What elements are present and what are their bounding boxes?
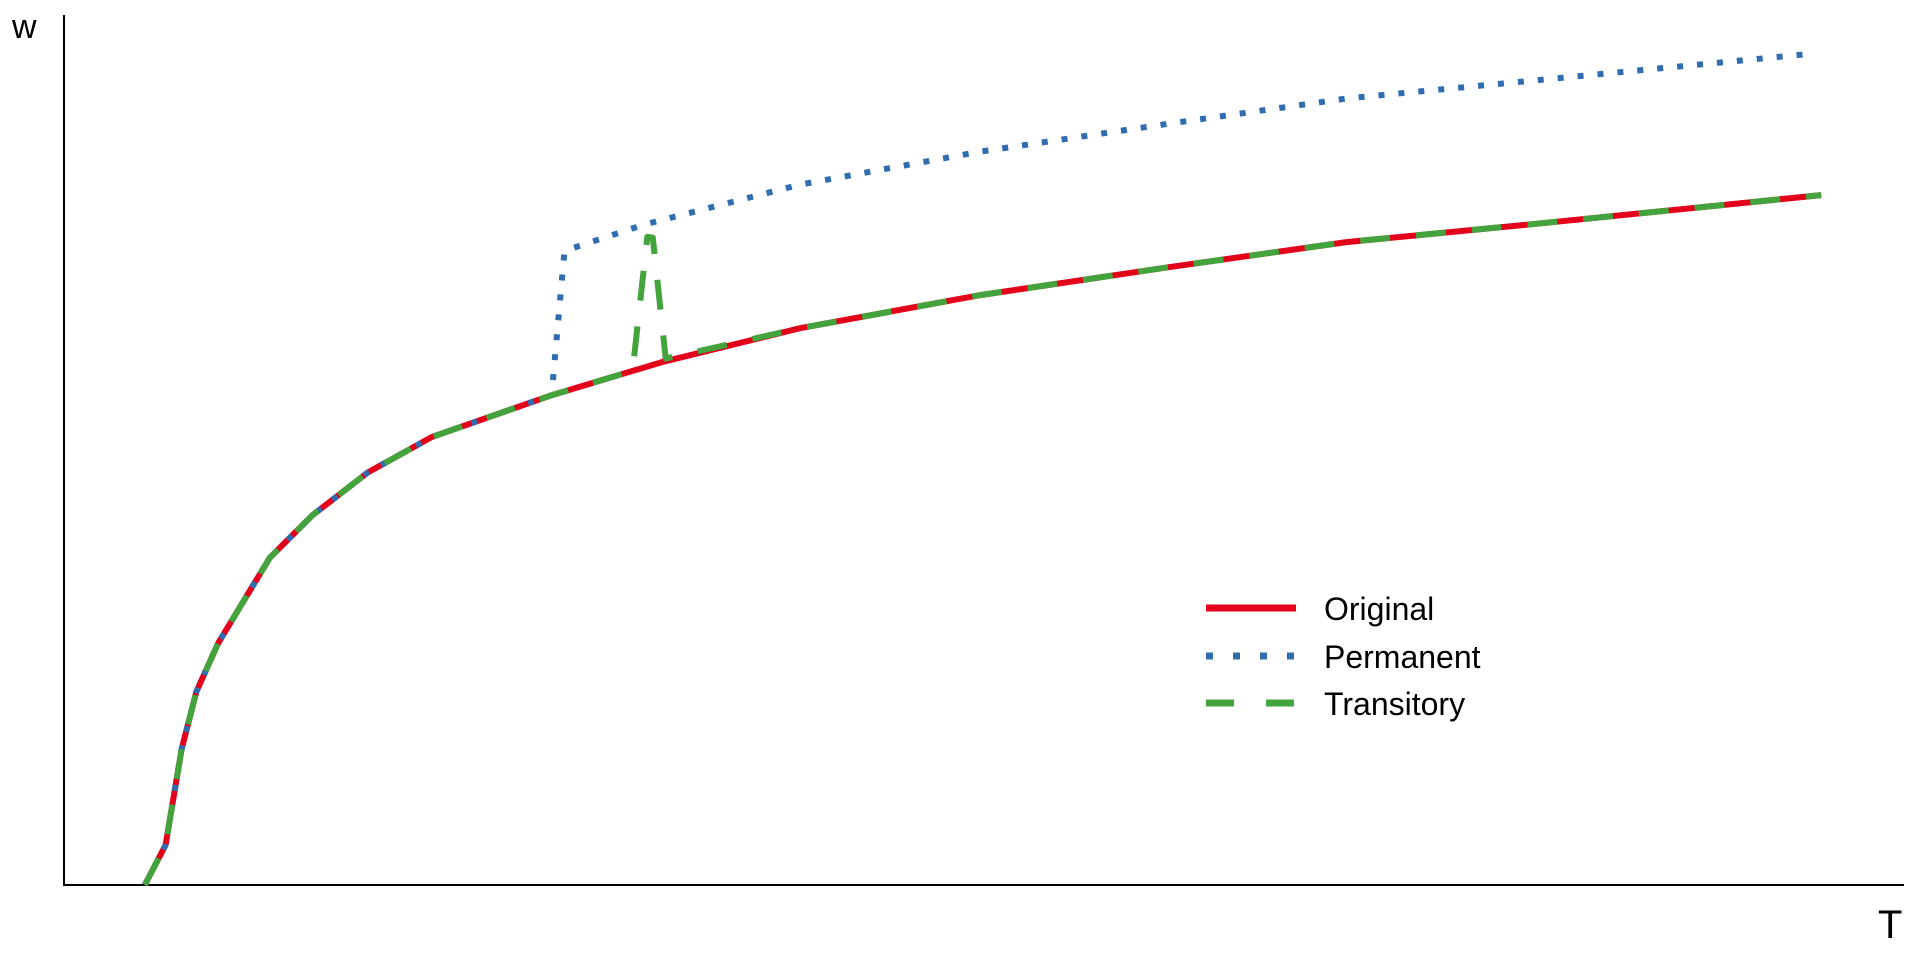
legend-label-transitory: Transitory [1324, 686, 1465, 722]
series-line-permanent [142, 51, 1807, 887]
series-line-original [142, 192, 1822, 887]
y-axis-label: w [11, 8, 37, 46]
legend-label-original: Original [1324, 591, 1434, 627]
series-line-transitory [142, 192, 1822, 887]
legend: Original Permanent Transitory [1206, 591, 1481, 722]
series-layer [142, 51, 1822, 887]
x-axis-label: T [1878, 903, 1902, 947]
legend-label-permanent: Permanent [1324, 639, 1481, 675]
